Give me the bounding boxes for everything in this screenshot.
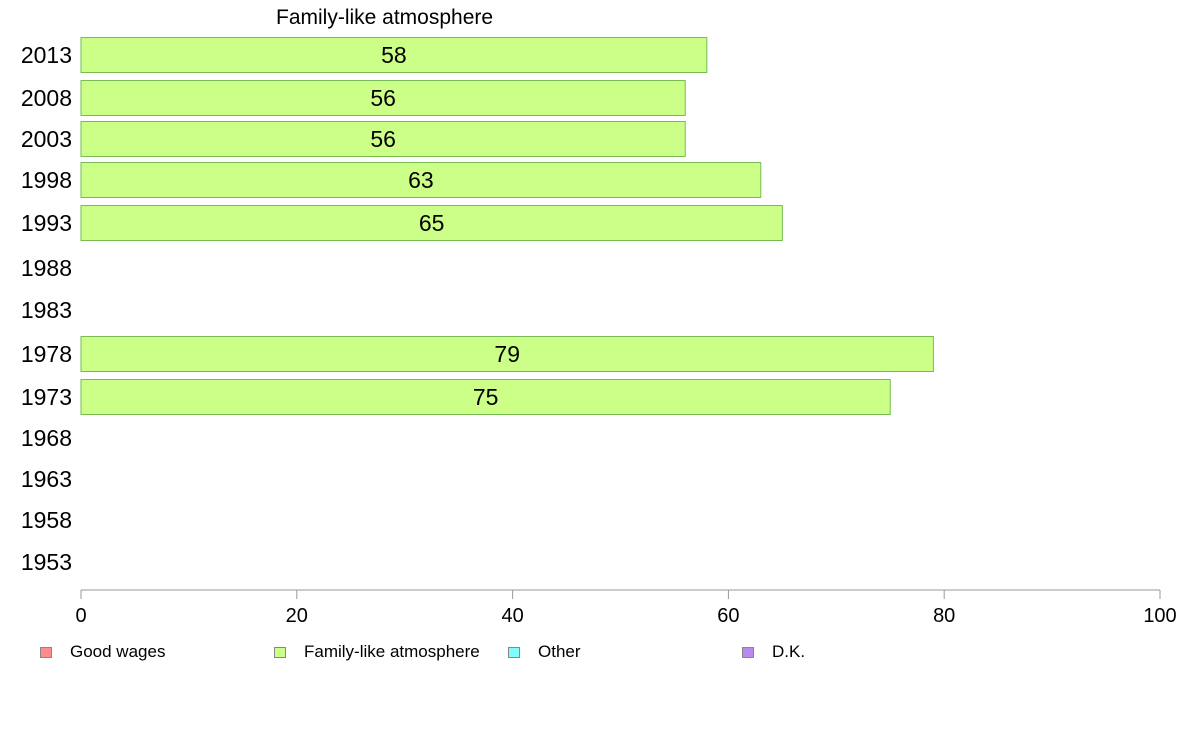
bar (80, 162, 762, 198)
y-tick-label: 1958 (21, 507, 72, 533)
bar (80, 80, 686, 116)
x-tick-label: 0 (75, 605, 86, 627)
bar-value-label: 56 (370, 85, 396, 111)
bar-chart: 58 56 56 63 65 79 75 2013 2008 2003 1998 1993 1988 1… (21, 37, 1177, 627)
y-tick-label: 1983 (21, 297, 72, 323)
bar (80, 205, 783, 241)
y-tick-label: 1988 (21, 255, 72, 281)
chart-title: Family-like atmosphere (276, 6, 494, 29)
legend-item-good-wages: Good wages (40, 642, 165, 662)
y-axis-labels: 2013 2008 2003 1998 1993 1988 1983 1978 1973 1968… (21, 42, 72, 575)
bar (80, 121, 686, 157)
x-axis: 0 20 40 60 80 100 (75, 589, 1177, 627)
x-tick-label: 100 (1143, 605, 1176, 627)
bars-group: 58 56 56 63 65 79 75 (80, 37, 934, 415)
legend-swatch (40, 646, 52, 658)
x-tick-label: 20 (286, 605, 308, 627)
legend-label: Good wages (70, 642, 166, 661)
y-tick-label: 1998 (21, 167, 72, 193)
x-tick-label: 60 (717, 605, 739, 627)
bar-value-label: 79 (494, 341, 520, 367)
bar (80, 336, 934, 372)
legend-label: D.K. (772, 642, 806, 661)
bar-value-label: 65 (419, 210, 445, 236)
x-tick-label: 80 (933, 605, 955, 627)
y-tick-label: 2003 (21, 126, 72, 152)
legend-swatch (274, 646, 286, 658)
y-tick-label: 1993 (21, 210, 72, 236)
y-tick-label: 1978 (21, 341, 72, 367)
legend-swatch (508, 646, 520, 658)
bar (80, 379, 891, 415)
y-tick-label: 1968 (21, 425, 72, 451)
legend-label: Other (538, 642, 581, 661)
y-tick-label: 2013 (21, 42, 72, 68)
x-tick-label: 40 (501, 605, 523, 627)
legend: Good wages Family-like atmosphere Other … (0, 642, 1188, 666)
bar-value-label: 75 (473, 384, 499, 410)
legend-item-family-like-atmosphere: Family-like atmosphere (274, 642, 480, 662)
bar (80, 37, 708, 73)
legend-item-other: Other (508, 642, 581, 662)
legend-swatch (742, 646, 754, 658)
y-tick-label: 1953 (21, 549, 72, 575)
bar-value-label: 63 (408, 167, 434, 193)
bar-value-label: 58 (381, 42, 407, 68)
bar-value-label: 56 (370, 126, 396, 152)
legend-label: Family-like atmosphere (304, 642, 480, 661)
legend-item-dk: D.K. (742, 642, 805, 662)
y-tick-label: 1973 (21, 384, 72, 410)
y-tick-label: 2008 (21, 85, 72, 111)
y-tick-label: 1963 (21, 466, 72, 492)
